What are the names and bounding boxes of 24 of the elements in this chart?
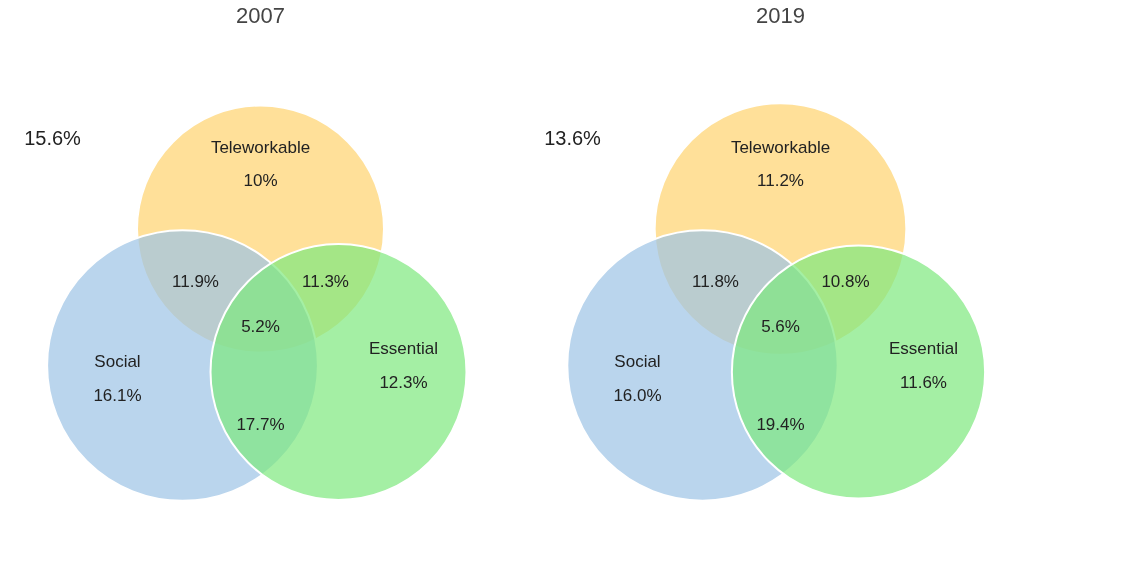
data-label: 11.2% bbox=[757, 171, 804, 191]
text: 11.3% bbox=[302, 271, 349, 291]
text: 5.6% bbox=[761, 317, 800, 336]
text: 17.7% bbox=[236, 414, 285, 434]
text: 11.8% bbox=[692, 271, 739, 291]
text: 19.4% bbox=[756, 414, 805, 434]
category-label: Social bbox=[94, 352, 141, 372]
category-label: Teleworkable bbox=[730, 137, 831, 157]
text: 13.6% bbox=[544, 127, 602, 149]
data-label: 16.0% bbox=[613, 385, 662, 405]
data-label: 10% bbox=[243, 171, 278, 191]
text: 15.6% bbox=[24, 127, 82, 149]
text: 2019 bbox=[756, 2, 805, 28]
category-label: Essential bbox=[889, 339, 958, 359]
category-label: Teleworkable bbox=[210, 137, 311, 157]
data-label: 16.1% bbox=[93, 385, 142, 405]
category-label: Essential bbox=[369, 339, 438, 359]
text: 11.9% bbox=[172, 271, 219, 291]
data-label: 11.6% bbox=[900, 372, 947, 392]
data-label: 12.3% bbox=[379, 372, 428, 392]
text: 10.8% bbox=[821, 271, 870, 291]
category-label: Social bbox=[614, 352, 661, 372]
text: 2007 bbox=[236, 2, 285, 28]
text: 5.2% bbox=[241, 317, 280, 336]
